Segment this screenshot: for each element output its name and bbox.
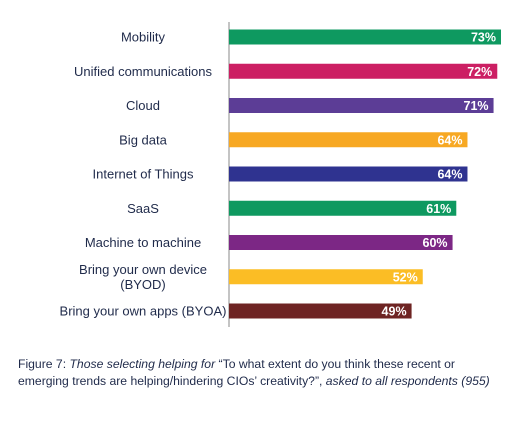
- bar-big-data: [229, 132, 468, 148]
- bar-bring-your-own-device-byod: [229, 269, 423, 285]
- caption-prefix: Figure 7:: [18, 357, 70, 371]
- category-label-machine-to-machine: Machine to machine: [85, 235, 201, 250]
- category-label-big-data: Big data: [119, 132, 167, 147]
- value-label-bring-your-own-device-byod: 52%: [393, 270, 418, 284]
- category-label-unified-communications: Unified communications: [74, 64, 213, 79]
- value-label-big-data: 64%: [437, 133, 462, 147]
- value-label-mobility: 73%: [471, 31, 496, 45]
- bar-bring-your-own-apps-byoa: [229, 303, 412, 319]
- caption-italic-intro: Those selecting helping for: [69, 357, 216, 371]
- category-label-bring-your-own-device-byod: Bring your own device (BYOD): [79, 262, 207, 292]
- category-label-cloud: Cloud: [126, 98, 160, 113]
- caption-italic-respondents: asked to all respondents (955): [325, 374, 490, 388]
- bar-saas: [229, 200, 457, 216]
- value-label-cloud: 71%: [464, 99, 489, 113]
- category-labels-group: Mobility Unified communications Cloud Big d…: [60, 30, 227, 319]
- category-label-internet-of-things: Internet of Things: [93, 167, 194, 182]
- category-label-bring-your-own-apps-byoa: Bring your own apps (BYOA): [60, 304, 227, 319]
- bar-internet-of-things: [229, 166, 468, 182]
- bar-unified-communications: [229, 63, 498, 79]
- value-label-bring-your-own-apps-byoa: 49%: [382, 305, 407, 319]
- caption-question: “To what extent do you think these recen…: [18, 357, 455, 388]
- category-label-mobility: Mobility: [121, 30, 166, 45]
- bar-mobility: [229, 29, 501, 45]
- category-label-saas: SaaS: [127, 201, 159, 216]
- bar-machine-to-machine: [229, 235, 453, 250]
- figure-caption: Figure 7: Those selecting helping for “T…: [18, 356, 508, 390]
- bar-cloud: [229, 98, 494, 113]
- value-label-unified-communications: 72%: [467, 65, 492, 79]
- bars-group: [229, 29, 501, 319]
- value-labels-group: 73% 72% 71% 64% 64% 61% 60% 52% 49%: [382, 31, 496, 319]
- value-label-machine-to-machine: 60%: [423, 236, 448, 250]
- value-label-saas: 61%: [426, 202, 451, 216]
- value-label-internet-of-things: 64%: [437, 168, 462, 182]
